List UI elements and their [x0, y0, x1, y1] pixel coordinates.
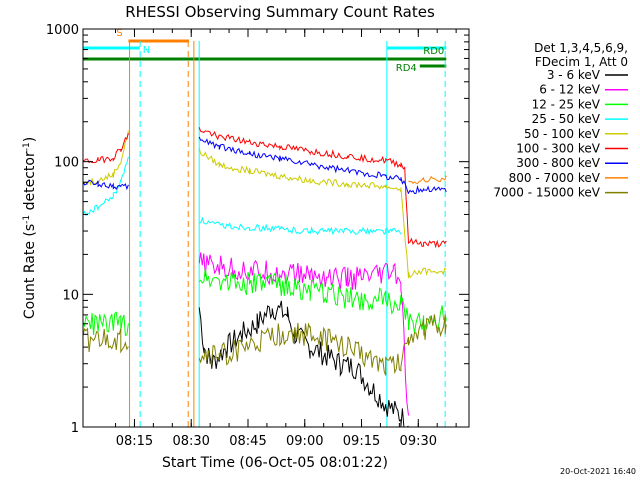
series-line	[198, 300, 409, 428]
flag-label: RD4	[396, 63, 417, 74]
y-tick-label: 1000	[46, 23, 79, 38]
plot-frame	[82, 28, 470, 428]
x-tick-label: 09:00	[286, 434, 323, 449]
legend-label: 800 - 7000 keV	[509, 171, 601, 185]
series-layer	[82, 127, 447, 428]
chart-title: RHESSI Observing Summary Count Rates	[125, 3, 435, 21]
series-line	[198, 252, 409, 416]
legend-label: 100 - 300 keV	[516, 142, 600, 156]
footer-date: 20-Oct-2021 16:40	[560, 467, 636, 476]
flag-label: RD0	[423, 46, 444, 57]
legend-label: 12 - 25 keV	[532, 97, 601, 111]
y-axis-label: Count Rate (s-1 detector-1)	[22, 137, 38, 319]
y-axis: 1 10 100 1000	[46, 23, 469, 436]
series-line	[82, 268, 447, 337]
x-tick-label: 08:45	[229, 434, 266, 449]
legend-label: 7000 - 15000 keV	[493, 186, 600, 200]
x-tick-label: 09:15	[343, 434, 380, 449]
x-axis: 08:15 08:30 08:45 09:00 09:15 09:30	[115, 29, 457, 449]
y-tick-label: 100	[54, 156, 79, 171]
legend-label: 6 - 12 keV	[539, 83, 601, 97]
x-tick-label: 09:30	[400, 434, 437, 449]
y-tick-label: 10	[62, 288, 79, 303]
series-line	[82, 130, 447, 279]
x-tick-label: 08:15	[116, 434, 153, 449]
series-line	[82, 136, 447, 195]
series-line	[82, 314, 447, 376]
x-tick-label: 08:30	[172, 434, 209, 449]
legend-label: 50 - 100 keV	[524, 127, 601, 141]
x-axis-label: Start Time (06-Oct-05 08:01:22)	[162, 455, 388, 471]
flag-label: S	[116, 28, 122, 39]
legend-label: 300 - 800 keV	[516, 156, 600, 170]
series-line	[82, 156, 402, 236]
y-tick-label: 1	[71, 421, 79, 436]
legend-label: 3 - 6 keV	[547, 68, 601, 82]
event-lines	[129, 41, 446, 427]
flag-bars: S N RD0 RD4	[83, 28, 447, 74]
series-line	[408, 175, 447, 185]
legend-header-2: FDecim 1, Att 0	[535, 55, 628, 69]
flag-label: N	[143, 45, 150, 56]
legend-header-1: Det 1,3,4,5,6,9,	[534, 41, 628, 55]
legend-label: 25 - 50 keV	[532, 112, 601, 126]
